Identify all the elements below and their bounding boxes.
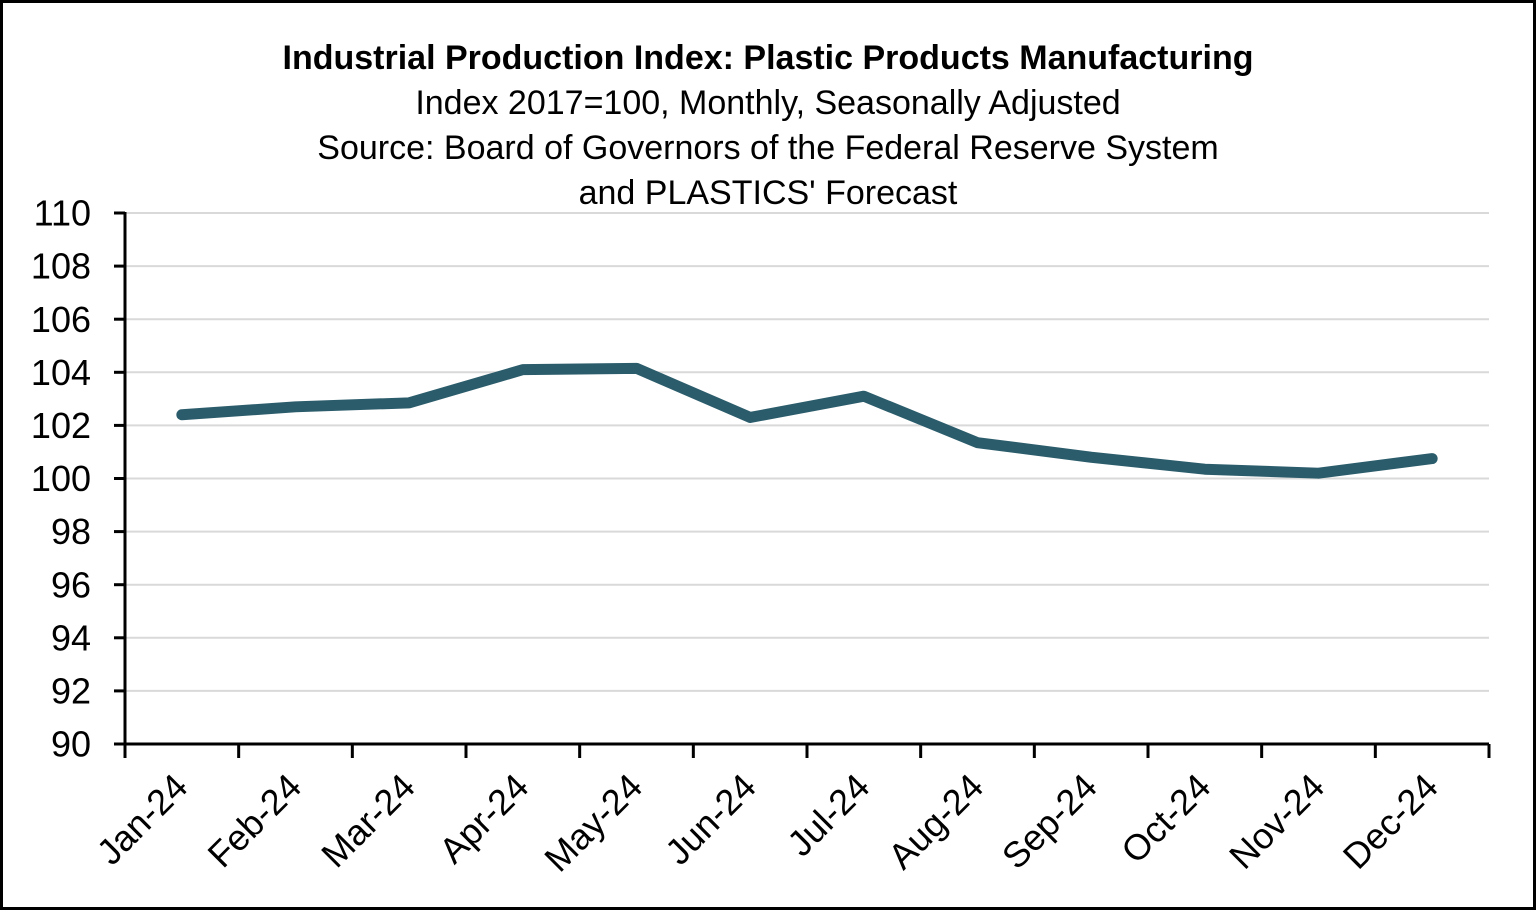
y-tick-label: 92 <box>51 671 91 712</box>
x-tick-label: Mar-24 <box>313 766 423 876</box>
y-tick-label: 94 <box>51 617 91 658</box>
y-tick-label: 104 <box>31 352 91 393</box>
y-tick-label: 102 <box>31 405 91 446</box>
chart-title: Industrial Production Index: Plastic Pro… <box>282 39 1254 77</box>
y-tick-label: 96 <box>51 564 91 605</box>
x-tick-label: Aug-24 <box>880 766 991 877</box>
x-tick-label: Jun-24 <box>657 766 764 873</box>
y-tick-label: 98 <box>51 511 91 552</box>
y-tick-label: 110 <box>34 193 91 234</box>
x-tick-label: Jul-24 <box>779 766 877 864</box>
line-chart: 90 92 94 96 98 100 102 104 106 108 110 Jan-24 Feb-24… <box>31 193 1491 880</box>
chart-header: Industrial Production Index: Plastic Pro… <box>3 36 1533 216</box>
y-tick-label: 100 <box>31 458 91 499</box>
x-tick-label: Oct-24 <box>1113 766 1218 871</box>
x-tick-label: Sep-24 <box>994 766 1105 877</box>
chart-source-line-1: Source: Board of Governors of the Federa… <box>317 129 1219 167</box>
x-tick-label: Dec-24 <box>1335 766 1446 877</box>
x-tick-label: May-24 <box>536 766 650 880</box>
x-tick-label: Apr-24 <box>431 766 536 871</box>
data-line-series <box>176 362 1438 479</box>
x-tick-label: Jan-24 <box>89 766 196 873</box>
x-tick-label: Feb-24 <box>200 766 310 876</box>
y-tick-label: 90 <box>51 724 91 765</box>
x-tick-label: Nov-24 <box>1221 766 1332 877</box>
y-tick-label: 108 <box>31 246 91 287</box>
chart-source-line-2: and PLASTICS' Forecast <box>578 174 958 212</box>
chart-subtitle: Index 2017=100, Monthly, Seasonally Adju… <box>415 84 1121 122</box>
y-tick-label: 106 <box>31 299 91 340</box>
